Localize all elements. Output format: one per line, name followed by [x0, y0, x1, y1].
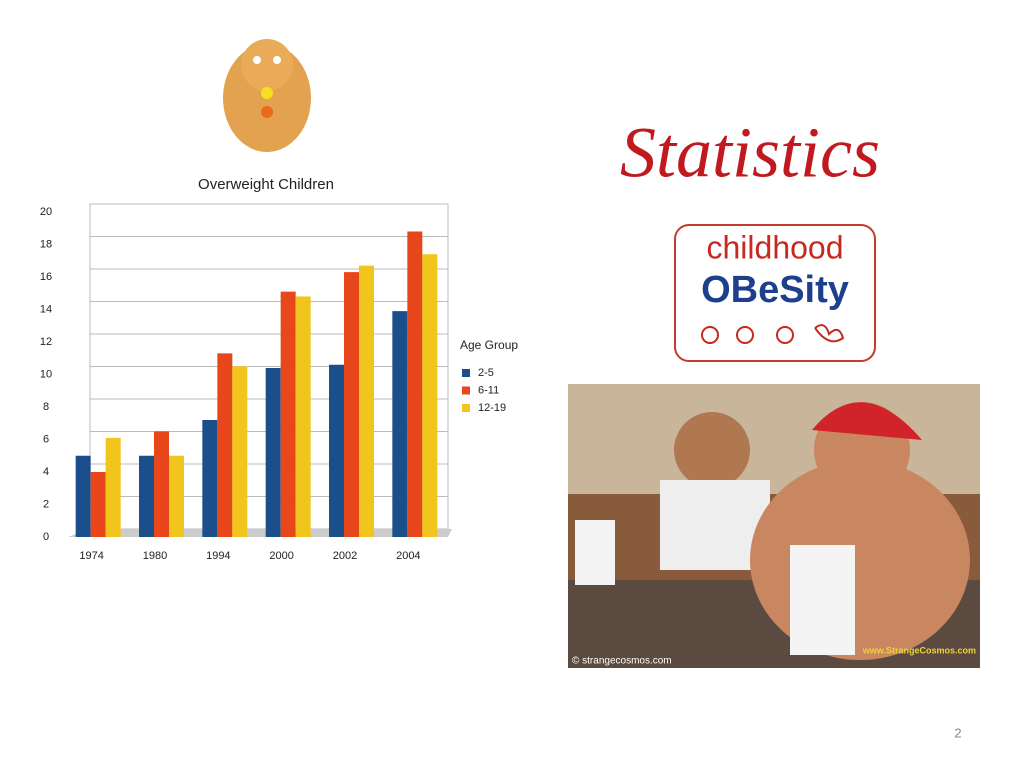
legend-swatch [462, 369, 470, 377]
gingerbread-icon [223, 39, 311, 152]
page-number: 2 [954, 725, 961, 740]
logo-text: OBeSity [701, 269, 849, 311]
bar [139, 455, 154, 537]
y-tick-label: 10 [40, 368, 52, 380]
y-tick-label: 6 [43, 433, 49, 445]
legend-title: Age Group [460, 338, 518, 352]
x-tick-label: 2000 [269, 550, 293, 562]
bar [422, 254, 438, 537]
y-tick-label: 2 [43, 498, 49, 510]
bar [202, 420, 218, 537]
bar [344, 272, 359, 537]
bar [232, 366, 248, 537]
y-tick-label: 0 [43, 531, 49, 543]
y-tick-label: 14 [40, 303, 52, 315]
legend-label: 6-11 [478, 384, 499, 396]
legend-swatch [462, 404, 470, 412]
bar [265, 368, 281, 537]
slide-title: Statistics [620, 113, 880, 193]
bar [407, 231, 423, 537]
bar [90, 472, 106, 537]
y-tick-label: 8 [43, 401, 49, 413]
y-tick-label: 4 [43, 466, 49, 478]
logo-doodles [701, 324, 845, 344]
x-tick-label: 1974 [79, 550, 103, 562]
legend-swatch [462, 386, 470, 395]
logo-text: childhood [707, 229, 844, 265]
bar [217, 353, 233, 537]
legend-label: 2-5 [478, 367, 494, 379]
bar [154, 431, 169, 537]
x-tick-label: 1980 [143, 550, 167, 562]
bar [280, 291, 296, 537]
y-tick-label: 12 [40, 336, 52, 348]
y-tick-label: 18 [40, 238, 52, 250]
bar [75, 455, 91, 537]
bar [105, 437, 121, 537]
bar [392, 311, 408, 537]
legend-label: 12-19 [478, 402, 506, 414]
bar [169, 455, 184, 537]
bar [329, 364, 344, 537]
x-tick-label: 1994 [206, 550, 230, 562]
bar [359, 265, 374, 537]
x-tick-label: 2002 [333, 550, 357, 562]
x-tick-label: 2004 [396, 550, 420, 562]
y-tick-label: 16 [40, 271, 52, 283]
chart-title: Overweight Children [198, 176, 334, 193]
photo [568, 384, 980, 668]
photo-watermark: www.StrangeCosmos.com [862, 645, 976, 655]
bar [295, 296, 311, 537]
y-tick-label: 20 [40, 206, 52, 218]
photo-credit: © strangecosmos.com [572, 656, 672, 667]
